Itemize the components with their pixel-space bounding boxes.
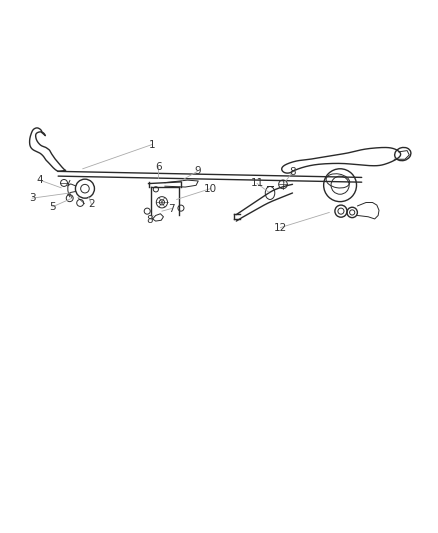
- Text: 12: 12: [274, 223, 287, 232]
- Text: 5: 5: [49, 202, 56, 212]
- Text: 9: 9: [194, 166, 201, 176]
- Text: 7: 7: [168, 204, 175, 214]
- Text: 3: 3: [29, 193, 35, 203]
- Text: 1: 1: [148, 140, 155, 150]
- Text: 10: 10: [204, 184, 217, 193]
- Text: 11: 11: [251, 179, 264, 189]
- Text: 6: 6: [155, 162, 162, 172]
- Text: 8: 8: [289, 167, 296, 177]
- Text: 2: 2: [88, 199, 95, 209]
- Text: 8: 8: [146, 215, 153, 225]
- Text: 4: 4: [36, 175, 43, 185]
